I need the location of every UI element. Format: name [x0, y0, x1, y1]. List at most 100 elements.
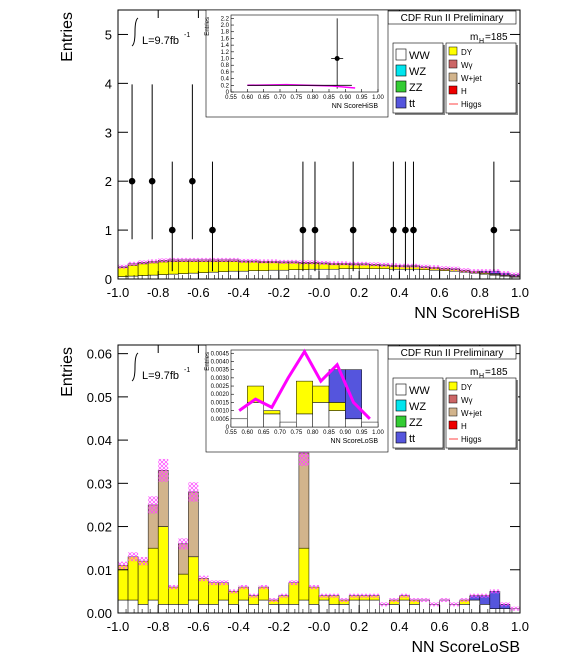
syst-band-14 [258, 259, 269, 264]
dy-bar-15 [268, 262, 280, 271]
ww-bar-34 [459, 604, 471, 614]
syst-band-5 [168, 584, 179, 590]
legend-left-label: WW [409, 50, 430, 62]
syst-band-7 [188, 482, 199, 502]
dy-bar-1 [127, 556, 139, 601]
y-axis-label: Entries [59, 12, 76, 62]
syst-band-0 [118, 264, 129, 269]
syst-band-29 [409, 598, 420, 603]
dy-bar-2 [137, 263, 149, 276]
dy-bar-9 [208, 261, 219, 273]
dy-bar-7 [188, 261, 199, 274]
ww-bar-16 [278, 604, 290, 614]
syst-band-26 [379, 262, 390, 267]
dy-bar-4 [157, 526, 169, 605]
y-tick-label: 5 [105, 27, 112, 42]
ww-bar-35 [469, 272, 481, 280]
ww-bar-6 [178, 604, 189, 614]
y-tick-label: 0 [105, 272, 112, 287]
syst-band-27 [389, 598, 400, 603]
ww-bar-1 [127, 599, 139, 614]
syst-band-13 [248, 593, 259, 598]
inset-stack_dy-1 [247, 385, 264, 403]
legend-swatch-r0 [448, 381, 458, 391]
x-tick-label: -0.6 [187, 619, 209, 634]
x-tick-label: 0.2 [350, 619, 368, 634]
dy-bar-7 [188, 556, 199, 601]
y-tick-label: 4 [105, 76, 112, 91]
inset-y-tick-label: 0 [226, 425, 230, 431]
syst-band-28 [399, 593, 410, 598]
inset-x-tick-label: 0.70 [274, 95, 286, 101]
syst-band-2 [138, 260, 149, 265]
ww-bar-7 [188, 272, 199, 280]
ww-bar-36 [479, 273, 491, 280]
inset-stack_ww-7 [345, 418, 362, 428]
inset-y-tick-label: 0.0005 [211, 417, 230, 423]
syst-band-1 [128, 261, 139, 266]
syst-band-6 [178, 257, 189, 262]
syst-band-36 [479, 593, 490, 598]
syst-band-30 [419, 264, 430, 269]
syst-band-18 [298, 440, 309, 466]
syst-band-38 [499, 271, 510, 276]
ww-bar-32 [439, 270, 450, 280]
dy-bar-10 [218, 261, 229, 272]
syst-band-8 [198, 257, 209, 262]
syst-band-11 [228, 257, 239, 262]
dy-bar-0 [117, 267, 129, 277]
legend-swatch-r0 [448, 46, 458, 56]
inset-y-tick-label: 0.0020 [211, 392, 230, 398]
data-point [168, 226, 176, 234]
syst-band-8 [198, 575, 209, 582]
ww-bar-10 [218, 271, 229, 280]
inset-y-tick-label: 0.0030 [211, 376, 230, 382]
mass-value: =185 [485, 32, 508, 43]
y-tick-label: 0.06 [87, 347, 112, 362]
syst-band-22 [339, 598, 350, 603]
mass-sub: H [479, 38, 484, 45]
syst-band-3 [148, 496, 159, 514]
x-tick-label: 0.6 [431, 619, 449, 634]
dy-bar-18 [298, 547, 310, 601]
dy-bar-13 [248, 261, 259, 271]
inset-x-tick-label: 0.55 [225, 430, 237, 436]
inset-data-point [334, 56, 340, 62]
syst-band-13 [248, 258, 259, 263]
inset-stack_dy-5 [312, 385, 330, 403]
syst-band-25 [369, 593, 380, 598]
syst-band-15 [268, 259, 279, 264]
x-tick-label: -0.6 [187, 285, 209, 300]
inset-y-tick-label: 2.2 [221, 16, 230, 22]
legend-left-label: tt [409, 98, 415, 110]
legend-left-label: WZ [409, 401, 426, 413]
syst-band-10 [218, 257, 229, 262]
ww-bar-31 [429, 269, 440, 280]
inset-x-tick-label: 0.90 [339, 430, 351, 436]
inset-y-tick-label: 0 [226, 90, 230, 96]
inset-x-label: NN ScoreLoSB [331, 438, 379, 445]
syst-band-22 [339, 261, 350, 266]
legend-swatch-2 [395, 80, 407, 93]
syst-band-15 [268, 598, 279, 603]
inset-stack_ww-8 [361, 421, 379, 428]
legend-left-label: WW [409, 385, 430, 397]
inset-y-tick-label: 0.0010 [211, 409, 230, 415]
ww-bar-5 [168, 604, 179, 614]
ww-bar-4 [157, 274, 169, 280]
x-tick-label: -0.0 [308, 619, 330, 634]
dy-bar-6 [178, 573, 189, 605]
inset-stack_ww-0 [230, 418, 248, 428]
data-point [299, 226, 307, 234]
data-point [311, 226, 319, 234]
ww-bar-22 [338, 268, 350, 280]
legend-left-label: ZZ [409, 82, 423, 94]
ww-bar-17 [288, 604, 300, 614]
data-point [410, 226, 417, 234]
dy-bar-4 [157, 261, 169, 275]
y-tick-label: 2 [105, 174, 112, 189]
inset-x-tick-label: 1.00 [372, 95, 384, 101]
syst-band-26 [379, 602, 390, 607]
mass-label: m [470, 367, 478, 378]
legend-swatch-3 [395, 96, 407, 109]
